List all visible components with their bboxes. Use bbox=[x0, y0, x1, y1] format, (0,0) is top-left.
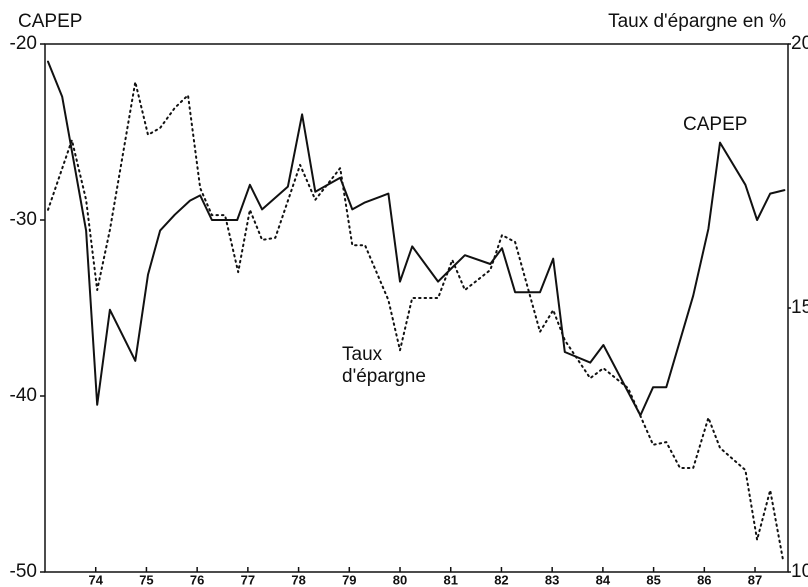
y2-tick-label: 20 bbox=[791, 33, 808, 54]
plot-frame bbox=[44, 43, 789, 573]
x-tick-label: 79 bbox=[342, 572, 356, 587]
x-tick-label: 81 bbox=[443, 572, 457, 587]
x-tick-label: 83 bbox=[545, 572, 559, 587]
x-tick-label: 74 bbox=[88, 572, 103, 587]
series-annotation: Taux d'épargne bbox=[342, 344, 426, 387]
x-tick-label: 87 bbox=[748, 572, 762, 587]
x-tick-label: 78 bbox=[291, 572, 305, 587]
series-annotation: CAPEP bbox=[683, 114, 747, 135]
y-tick-label: -50 bbox=[10, 561, 37, 582]
y-axis-label: CAPEP bbox=[18, 11, 82, 32]
x-tick-label: 76 bbox=[190, 572, 204, 587]
x-tick-label: 77 bbox=[241, 572, 255, 587]
x-tick-label: 85 bbox=[646, 572, 660, 587]
x-tick-label: 80 bbox=[393, 572, 407, 587]
x-tick-label: 86 bbox=[697, 572, 711, 587]
capep-line bbox=[47, 60, 786, 417]
y-tick-label: -20 bbox=[10, 33, 37, 54]
y2-tick-label: 10 bbox=[791, 561, 808, 582]
savings-rate-line bbox=[47, 81, 785, 563]
y2-tick-label: 15 bbox=[791, 297, 808, 318]
y-tick-label: -40 bbox=[10, 385, 37, 406]
x-tick-label: 82 bbox=[494, 572, 508, 587]
y2-axis-label: Taux d'épargne en % bbox=[608, 11, 786, 32]
x-tick-label: 75 bbox=[139, 572, 153, 587]
y-tick-label: -30 bbox=[10, 209, 37, 230]
x-tick-label: 84 bbox=[596, 572, 611, 587]
